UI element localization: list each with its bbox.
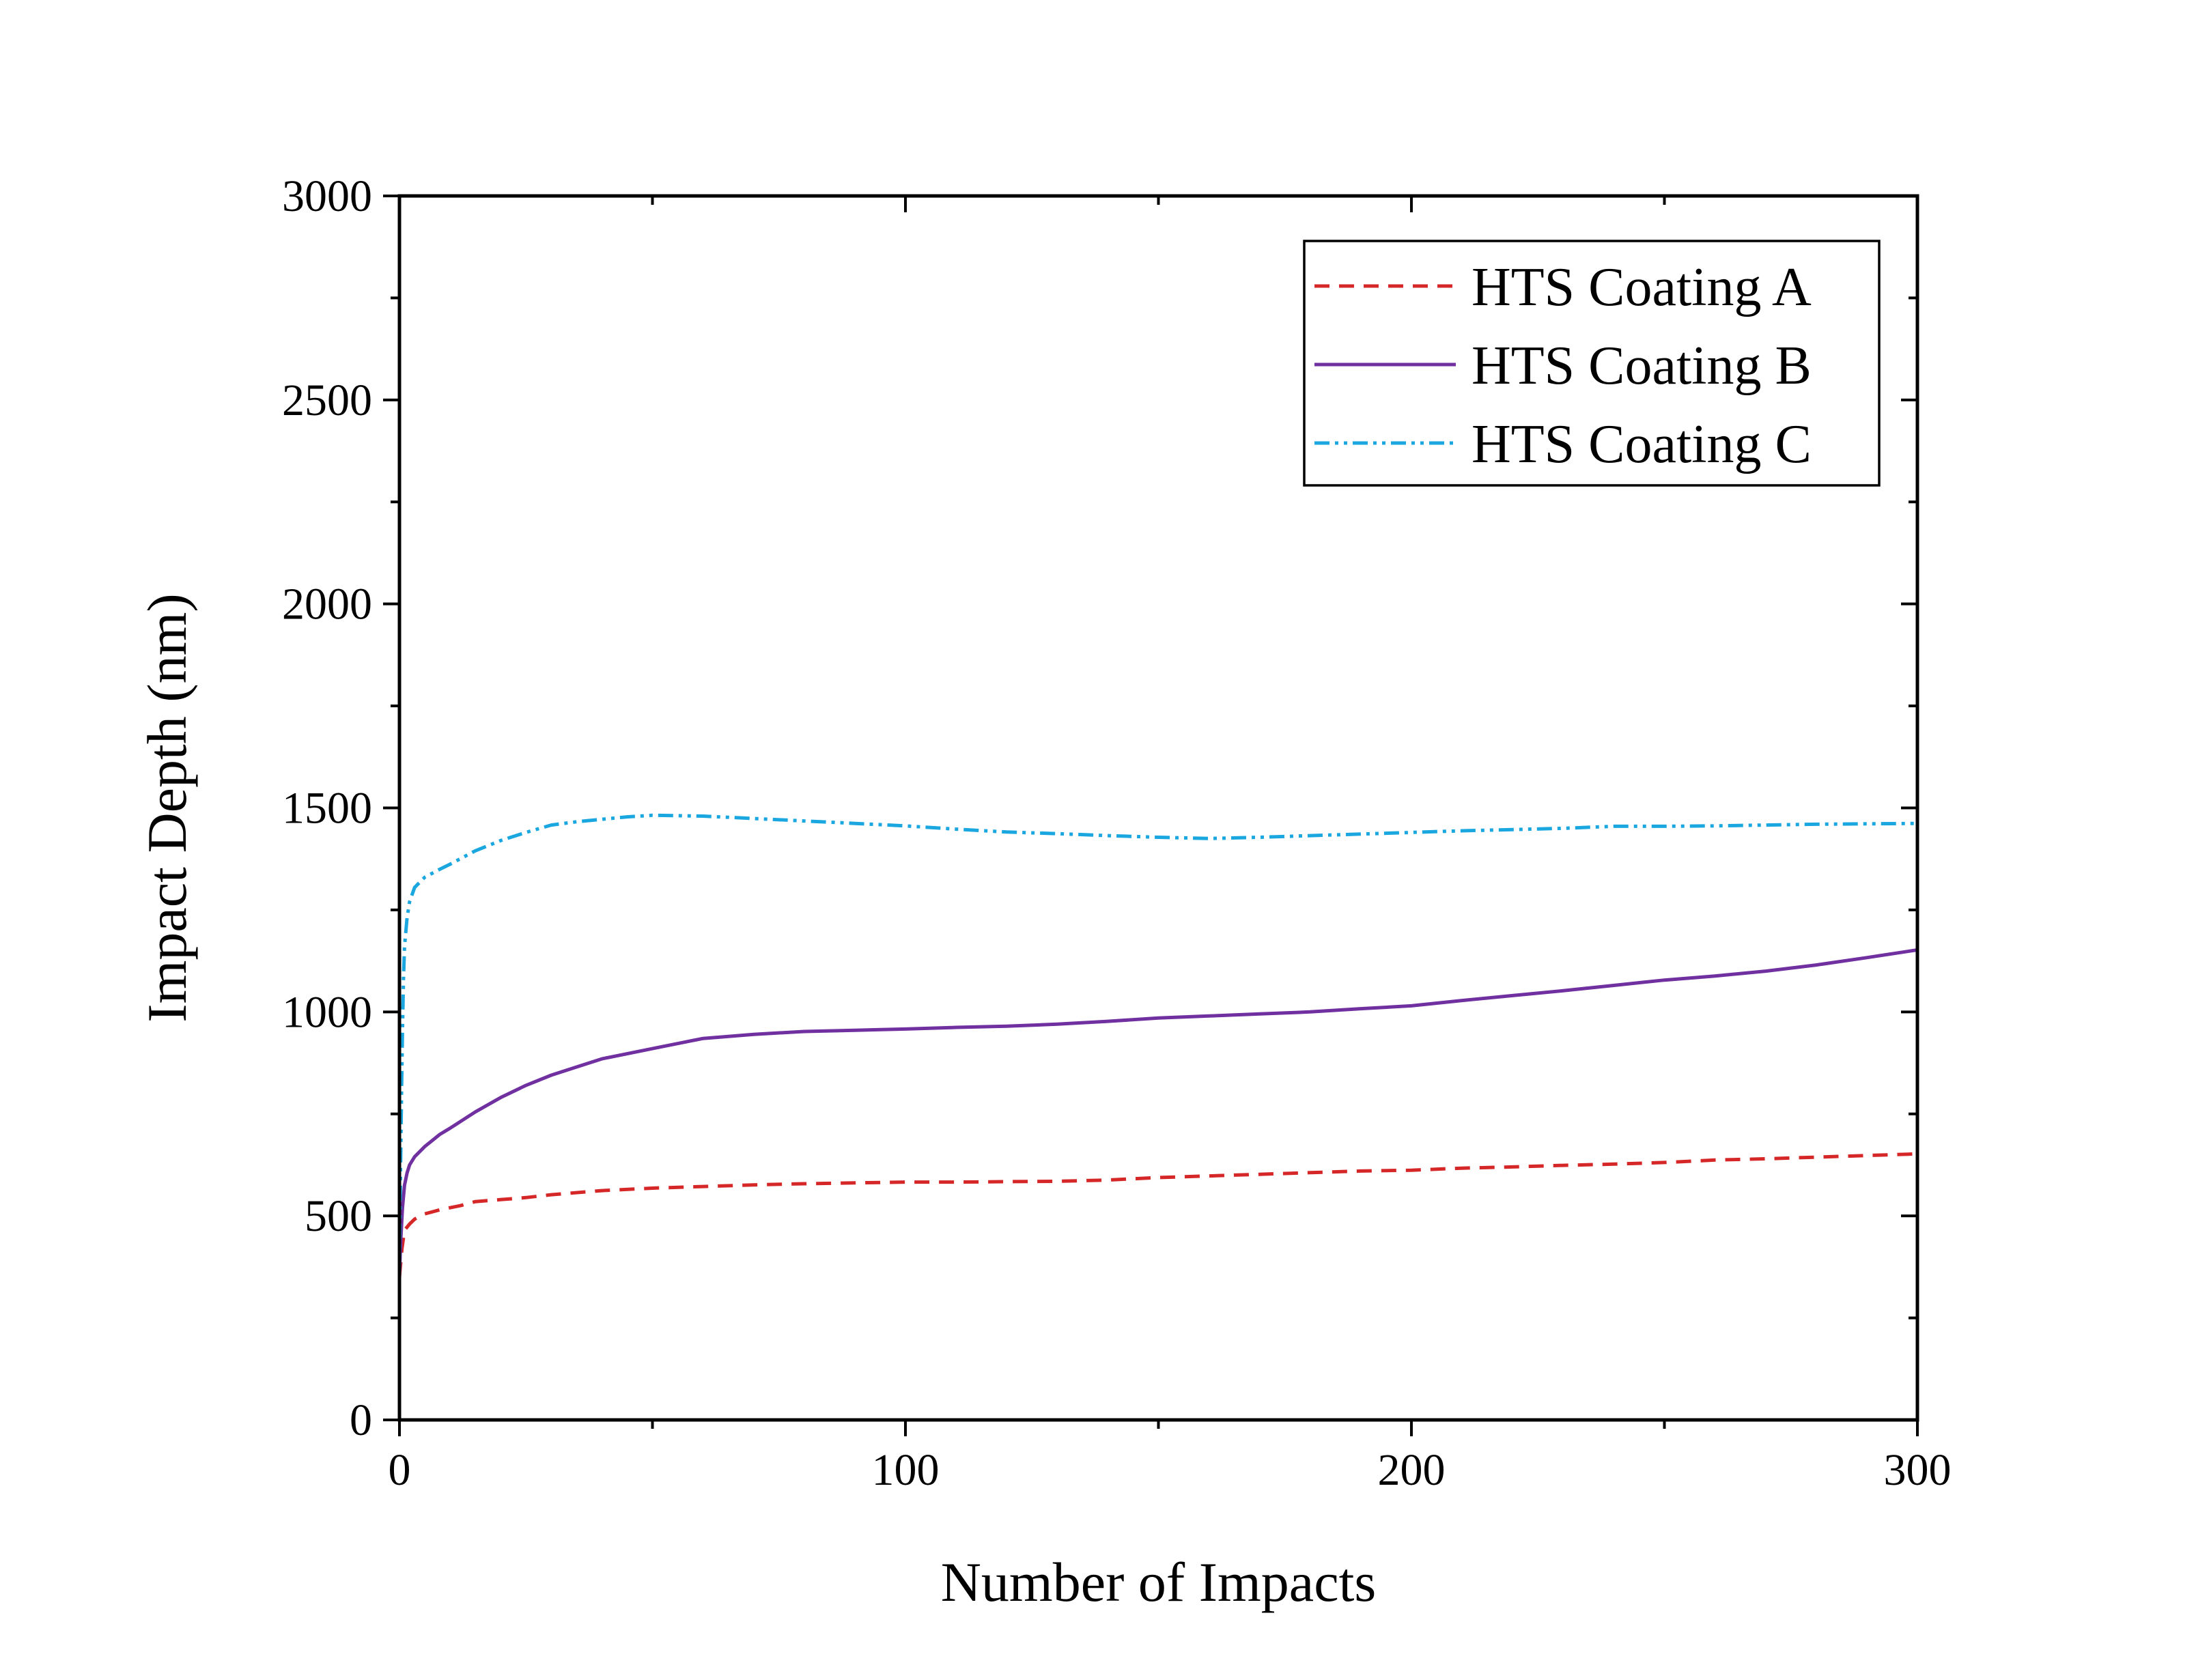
x-tick-label: 0 bbox=[389, 1445, 411, 1495]
axis-layer: 0 500 1000 1500 2000 2500 3000 0 100 200 300 bbox=[282, 171, 1952, 1495]
legend-label-b: HTS Coating B bbox=[1472, 336, 1812, 396]
y-tick-label: 500 bbox=[305, 1191, 372, 1241]
y-tick-label: 3000 bbox=[282, 171, 372, 221]
x-tick-label: 200 bbox=[1378, 1445, 1446, 1495]
series-line-c bbox=[397, 813, 1918, 1277]
series-layer bbox=[397, 813, 1918, 1278]
y-tick-label: 1500 bbox=[282, 784, 372, 834]
legend-label-c: HTS Coating C bbox=[1472, 414, 1812, 474]
x-tick-label: 300 bbox=[1884, 1445, 1952, 1495]
y-tick-label: 2500 bbox=[282, 375, 372, 425]
series-line-a bbox=[397, 1152, 1918, 1278]
legend-label-a: HTS Coating A bbox=[1472, 257, 1812, 317]
x-tick-label: 100 bbox=[872, 1445, 940, 1495]
legend: HTS Coating A HTS Coating B HTS Coating … bbox=[1303, 240, 1881, 487]
y-axis-title: Impact Depth (nm) bbox=[136, 593, 198, 1022]
x-axis-title: Number of Impacts bbox=[941, 1551, 1377, 1613]
y-tick-label: 0 bbox=[350, 1395, 372, 1445]
y-tick-label: 1000 bbox=[282, 987, 372, 1037]
series-line-b bbox=[397, 948, 1918, 1273]
y-tick-label: 2000 bbox=[282, 580, 372, 629]
